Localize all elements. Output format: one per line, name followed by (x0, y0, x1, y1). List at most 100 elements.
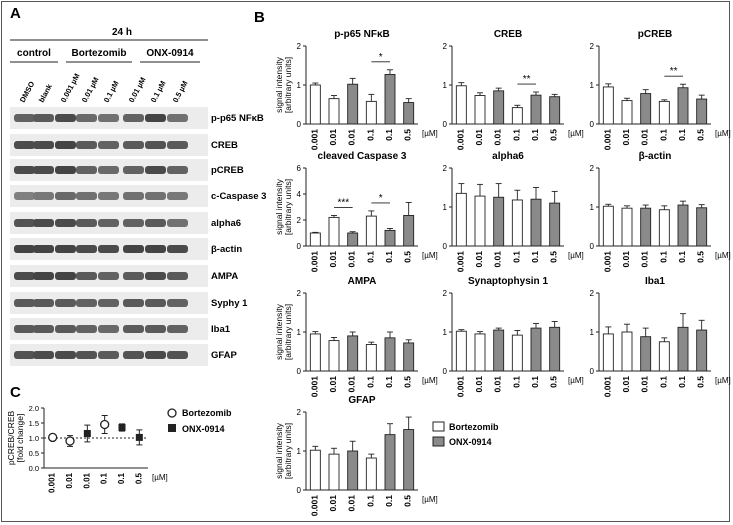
blot-band (145, 272, 166, 280)
y-axis-label: signal intensity (274, 178, 284, 235)
blot-band (145, 219, 166, 227)
x-tick-label: 0.1 (365, 251, 375, 263)
bar (677, 326, 689, 372)
x-tick-label: 0.1 (677, 376, 687, 388)
blot-band (33, 299, 54, 307)
bar (455, 192, 467, 247)
x-tick-label: 0.5 (134, 472, 143, 484)
bar-chart: p-p65 NFκB signal intensity [arbitrary uni… (274, 29, 438, 150)
chart-title: p-p65 NFκB (334, 29, 390, 40)
bar-chart: AMPA signal intensity [arbitrary units] 0 1 2… (274, 276, 438, 397)
x-tick-label: 0.1 (384, 129, 394, 141)
blot-band (55, 272, 76, 280)
bar (309, 449, 321, 491)
bar (384, 337, 396, 372)
blot-band (14, 351, 35, 359)
blot-band (33, 141, 54, 149)
blot-band (14, 272, 35, 280)
bar (309, 232, 321, 247)
x-unit-label: [µM] (152, 473, 168, 482)
blot-band-label: pCREB (211, 165, 244, 176)
bar (677, 87, 689, 125)
blot-lane-label: DMSO (18, 80, 37, 104)
blot-band (76, 192, 97, 200)
x-tick-label: 0.1 (384, 495, 394, 507)
blot-band (145, 351, 166, 359)
x-tick-label: 0.01 (640, 129, 650, 146)
chart-title: AMPA (348, 276, 377, 287)
blot-band (14, 141, 35, 149)
x-unit-label: [µM] (715, 251, 731, 260)
blot-band (76, 351, 97, 359)
bar-chart: cleaved Caspase 3 signal intensity [arbitr… (274, 151, 438, 272)
y-tick-label: 2 (590, 42, 595, 51)
blot-band (76, 325, 97, 333)
y-tick-label: 1 (590, 328, 595, 337)
bar (403, 429, 415, 491)
y-tick-label: 0 (297, 120, 302, 129)
y-tick-label: 0 (443, 120, 448, 129)
y-axis-label-unit: [arbitrary units] (283, 423, 293, 479)
data-point (135, 433, 143, 441)
blot-band (98, 219, 119, 227)
y-tick-label: 0 (297, 486, 302, 495)
bar (328, 453, 340, 491)
chart-title: GFAP (348, 395, 376, 406)
bar (696, 329, 708, 372)
x-tick-label: 0.5 (403, 129, 413, 141)
legend-c: Bortezomib ONX-0914 (167, 408, 232, 434)
x-unit-label: [µM] (568, 376, 584, 385)
blot-band (55, 299, 76, 307)
y-axis-label: signal intensity (274, 56, 284, 113)
x-tick-label: 0.01 (328, 129, 338, 146)
bar (347, 335, 359, 372)
bar (309, 333, 321, 372)
x-tick-label: 0.5 (696, 129, 706, 141)
blot-band (76, 141, 97, 149)
blot-band (55, 245, 76, 253)
bar (640, 93, 652, 125)
bar (365, 100, 377, 125)
blot-band (167, 141, 188, 149)
y-tick-label: 0 (297, 242, 302, 251)
bar (530, 94, 542, 125)
chart-title: β-actin (639, 151, 672, 162)
legend-b: Bortezomib ONX-0914 (432, 421, 499, 447)
bar (549, 326, 561, 372)
x-tick-label: 0.01 (474, 129, 484, 146)
x-tick-label: 0.01 (328, 251, 338, 268)
chart-title: cleaved Caspase 3 (318, 151, 407, 162)
bar-chart: pCREB 0 1 2 0.001 0.01 0.01 0.1 0.1 0.5 [µM] ** (590, 29, 731, 150)
bar (696, 207, 708, 247)
bar (328, 98, 340, 125)
y-tick-label: 1 (590, 81, 595, 90)
chart-title: pCREB (638, 29, 672, 40)
bar (365, 344, 377, 372)
bar (384, 434, 396, 491)
bar (658, 100, 670, 125)
bar (474, 333, 486, 372)
x-tick-label: 0.1 (530, 129, 540, 141)
legend-swatch-onx (432, 436, 445, 447)
bar (640, 207, 652, 247)
significance-label: *** (337, 197, 349, 208)
blot-band (167, 219, 188, 227)
blot-band (145, 166, 166, 174)
blot-band-label: CREB (211, 140, 238, 151)
x-tick-label: 0.01 (474, 251, 484, 268)
blot-band-label: GFAP (211, 350, 238, 361)
bar (530, 327, 542, 372)
y-tick-label: 0.5 (29, 449, 39, 458)
bar (347, 450, 359, 491)
blot-band (14, 114, 35, 122)
bar (621, 331, 633, 372)
bar (384, 229, 396, 247)
blot-band (14, 166, 35, 174)
blot-band (76, 114, 97, 122)
blot-band (14, 192, 35, 200)
y-tick-label: 2 (297, 289, 302, 298)
y-tick-label: 2 (590, 289, 595, 298)
x-tick-label: 0.001 (602, 129, 612, 151)
x-tick-label: 0.001 (48, 472, 57, 493)
